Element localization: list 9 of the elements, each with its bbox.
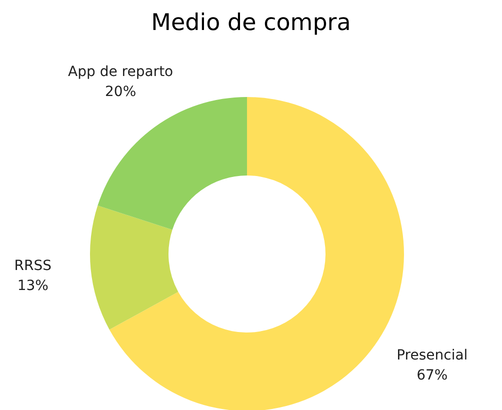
data-label: 20%: [105, 84, 136, 100]
data-label: 67%: [416, 367, 448, 384]
donut-slice: [90, 205, 178, 330]
chart-title: Medio de compra: [151, 10, 351, 36]
slice-label: Presencial: [396, 347, 468, 364]
data-label: 13%: [17, 278, 48, 294]
slice-label: RRSS: [14, 258, 52, 274]
slice-label: App de reparto: [68, 64, 174, 80]
donut-slice: [98, 97, 247, 230]
